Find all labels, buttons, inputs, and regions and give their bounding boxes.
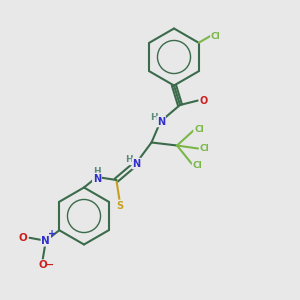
Text: O: O	[199, 95, 208, 106]
Text: H: H	[93, 167, 101, 176]
Text: N: N	[157, 116, 165, 127]
Text: H: H	[150, 112, 158, 122]
Text: O: O	[19, 233, 28, 243]
Text: Cl: Cl	[194, 125, 204, 134]
Text: Cl: Cl	[193, 161, 202, 170]
Text: Cl: Cl	[200, 144, 209, 153]
Text: H: H	[125, 155, 133, 164]
Text: +: +	[48, 229, 56, 239]
Text: O: O	[38, 260, 47, 270]
Text: N: N	[41, 236, 50, 246]
Text: Cl: Cl	[211, 32, 220, 40]
Text: S: S	[116, 200, 124, 211]
Text: N: N	[93, 173, 101, 184]
Text: −: −	[45, 260, 54, 270]
Text: N: N	[132, 158, 141, 169]
